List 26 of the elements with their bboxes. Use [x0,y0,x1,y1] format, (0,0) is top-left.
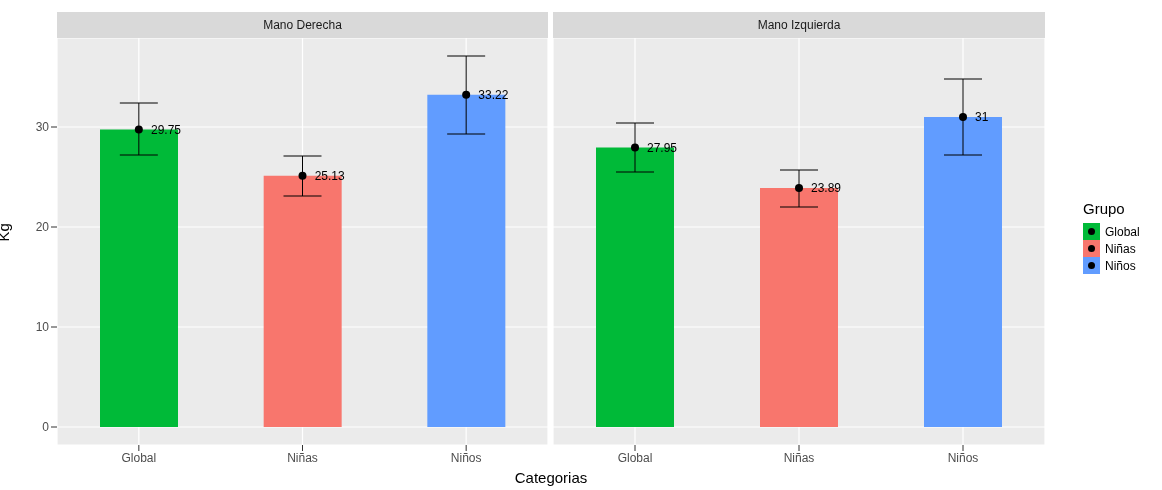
chart-title: Mano Derecha [57,12,548,38]
legend-label: Niños [1105,258,1136,273]
legend-label: Global [1105,224,1140,239]
data-label: 25.13 [314,168,346,183]
data-label: 31 [975,110,989,124]
data-label: 27.95 [647,140,678,155]
x-tick-label: Niños [947,450,979,465]
x-tick-label: Global [121,450,157,465]
point [134,125,143,134]
legend-title: Grupo [1083,200,1126,217]
chart-title: Mano Izquierda [553,12,1045,38]
legend-label: Niñas [1105,241,1136,256]
y-tick-label: 10 [35,320,50,335]
y-tick-label: 30 [35,120,50,135]
x-tick-label: Niñas [783,450,815,465]
data-label: 23.89 [811,181,842,196]
x-tick-label: Niñas [287,450,318,465]
point [462,90,471,99]
point [298,171,307,180]
y-tick-label: 20 [35,220,50,235]
x-tick-label: Niños [450,450,482,465]
x-axis-title: Categorias [513,469,589,486]
y-tick-label: 0 [42,420,50,435]
data-label: 29.75 [151,122,182,137]
data-label: 33.22 [478,87,509,102]
x-tick-label: Global [617,450,653,465]
